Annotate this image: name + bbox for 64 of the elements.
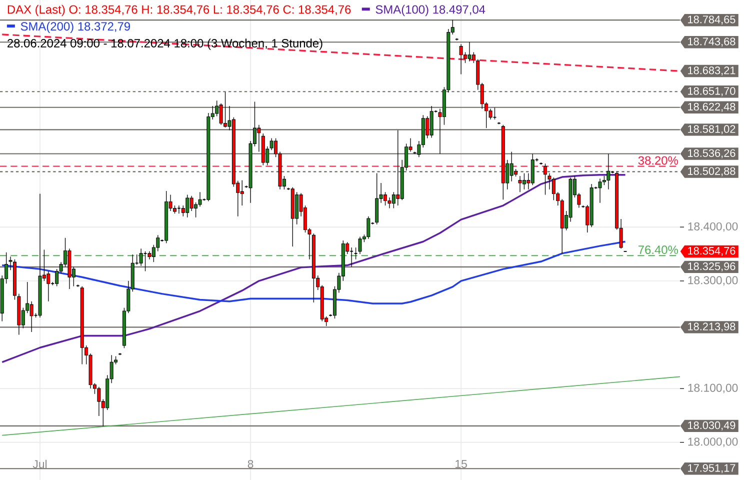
y-tick-label: 18.300,00 [688, 276, 738, 286]
annotation: 76.40% [638, 246, 678, 254]
candlestick [139, 248, 143, 266]
candlestick [530, 154, 534, 186]
text: 18.354,76 [688, 246, 736, 256]
candlestick [143, 250, 148, 272]
candlestick [492, 107, 497, 120]
candlestick [392, 192, 396, 209]
candlestick [518, 176, 522, 192]
ref-line-label: 18.502,88 [688, 167, 736, 176]
candlestick [384, 192, 388, 206]
chart-title: DAX (Last) O: 18.354,76 H: 18.354,76 L: 18.354,76 C: 18.354,76 [8, 4, 351, 16]
x-tick-label: Jul [32, 460, 47, 468]
candlestick [194, 202, 198, 218]
candlestick [354, 247, 358, 260]
ref-line-label: 18.651,70 [688, 87, 736, 96]
legend-label: SMA(200) 18.372,79 [20, 22, 130, 33]
y-tick-label: 18.000,00 [688, 438, 738, 448]
candlestick [472, 52, 476, 64]
candlestick [30, 301, 34, 332]
candlestick [97, 386, 101, 416]
y-tick-label: 18.400,00 [688, 222, 738, 232]
ref-line-label: 18.325,96 [688, 262, 736, 272]
candlestick [358, 236, 362, 254]
candlestick [598, 178, 602, 204]
candlestick [240, 180, 244, 206]
ref-line-label: 18.743,68 [688, 38, 736, 47]
candlestick [606, 154, 610, 190]
ref-line-label: 18.622,48 [688, 102, 736, 112]
candlestick [430, 106, 434, 138]
candlestick [510, 151, 514, 182]
y-tick-label: 18.100,00 [688, 384, 738, 394]
annotation: 38.20% [638, 156, 678, 165]
candlestick [224, 92, 228, 128]
candlestick [468, 42, 472, 62]
candlestick [46, 270, 50, 302]
candlestick [548, 172, 552, 190]
ref-line-label: 18.213,98 [688, 322, 736, 332]
candlestick [522, 172, 526, 190]
candlestick [295, 192, 299, 225]
x-tick-label: 8 [248, 460, 254, 468]
ref-line-label: 18.784,65 [688, 16, 736, 25]
ref-line-label: 18.030,49 [688, 421, 736, 430]
candlestick [396, 130, 400, 206]
candlestick [270, 138, 274, 150]
text: 18.683,21 [688, 66, 736, 76]
candlestick [190, 196, 194, 212]
candlestick [186, 194, 190, 218]
candlestick [219, 102, 223, 126]
ref-line-label: 18.581,02 [688, 125, 736, 134]
candlestick [350, 247, 354, 268]
candlestick [552, 177, 556, 201]
candlestick [375, 172, 379, 225]
candlestick [388, 197, 392, 209]
ref-line-label: 18.536,26 [688, 149, 736, 158]
legend-label: SMA(100) 18.497,04 [376, 4, 486, 16]
x-tick-label: 15 [456, 460, 467, 468]
ref-line-label: 17.951,17 [688, 464, 736, 474]
candlestick [544, 163, 548, 196]
line-series [1, 174, 626, 364]
candlestick [459, 44, 463, 75]
candlestick [257, 124, 261, 152]
candlestick [198, 192, 202, 207]
candlestick [366, 216, 370, 240]
